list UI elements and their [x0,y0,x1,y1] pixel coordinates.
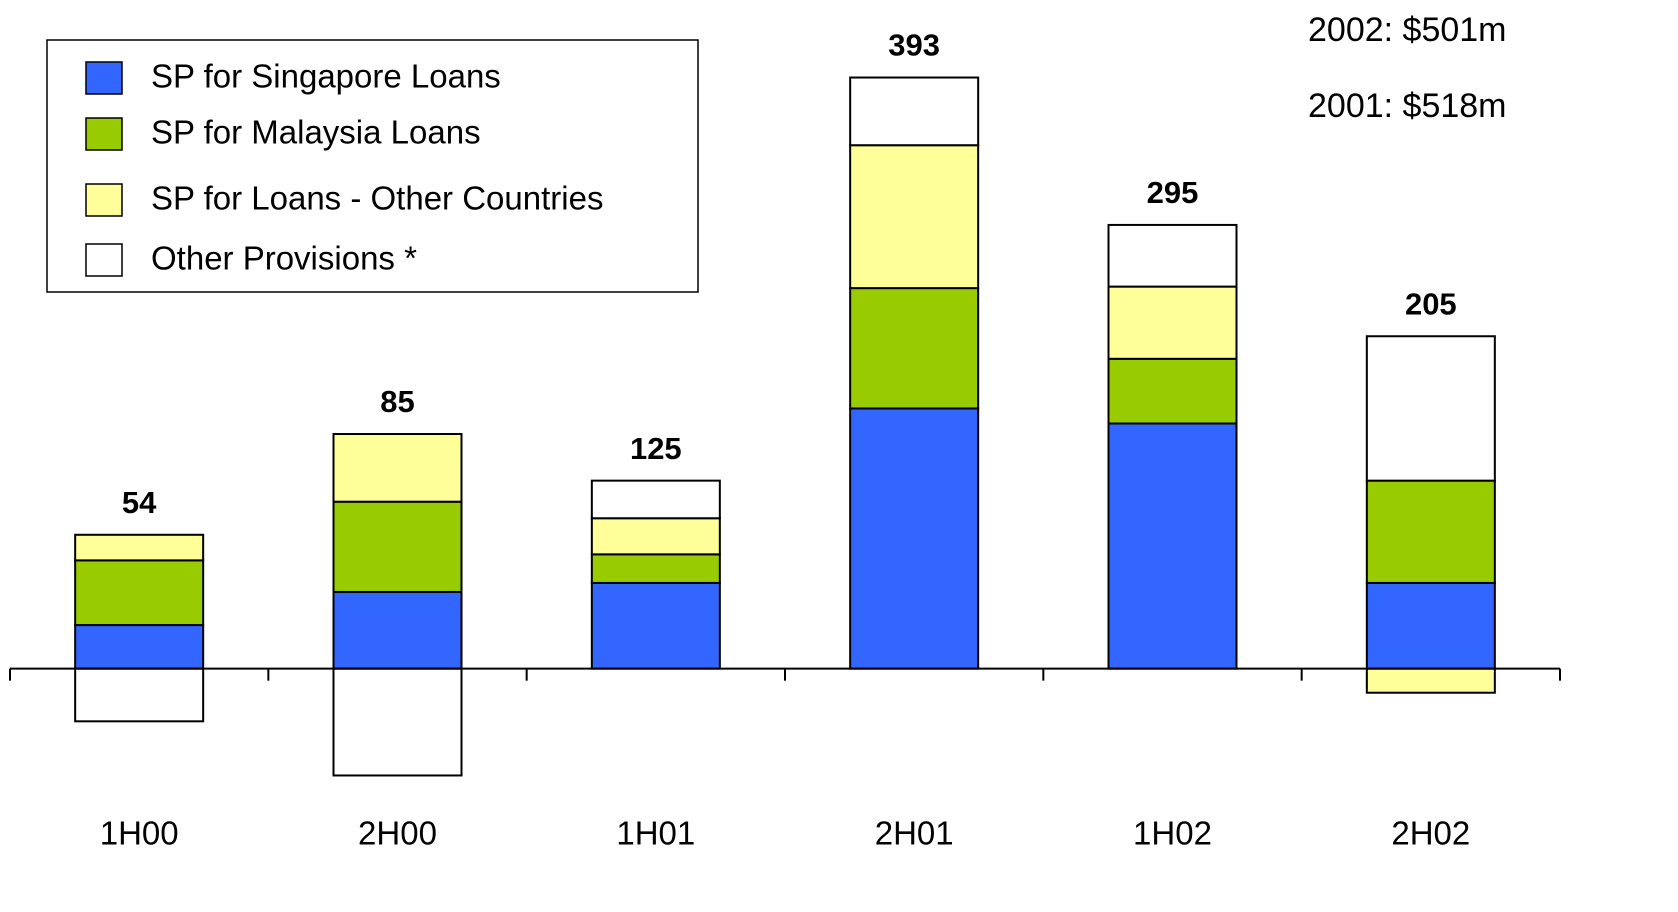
total-label: 125 [630,431,682,466]
bar-segment [590,581,721,670]
x-tick-label: 1H02 [1133,815,1212,852]
annotation: 2001: $518m [1308,87,1507,125]
legend-label: SP for Loans - Other Countries [151,180,603,217]
legend-label: SP for Malaysia Loans [151,114,481,151]
bar-segment [1107,422,1238,670]
bar-segment [74,624,205,670]
total-label: 393 [888,28,940,63]
x-tick-label: 2H01 [875,815,954,852]
legend-swatch [85,61,123,95]
bar-segment [849,287,980,410]
bar-segment [1365,667,1496,694]
bar-segment [74,533,205,562]
bar-segment [1365,581,1496,670]
x-tick-label: 1H01 [616,815,695,852]
total-label: 85 [380,384,414,419]
total-label: 205 [1405,286,1457,321]
legend-label: Other Provisions * [151,240,417,277]
x-tick-label: 2H02 [1391,815,1470,852]
legend-label: SP for Singapore Loans [151,58,501,95]
bar-segment [332,500,463,593]
bar-segment [74,559,205,627]
bar-segment [1107,357,1238,425]
bar-segment [332,667,463,777]
bar-segment [332,590,463,670]
bar-segment [332,433,463,503]
bar-segment [849,144,980,290]
bar-segment [849,407,980,670]
total-label: 54 [122,485,157,520]
legend-swatch [85,243,123,277]
bar-segment [1107,223,1238,288]
annotation: 2002: $501m [1308,11,1507,49]
total-label: 295 [1147,175,1199,210]
legend-box [46,39,699,293]
bar-segment [590,553,721,584]
bar-segment [590,479,721,520]
bar-segment [1365,479,1496,584]
x-tick-label: 2H00 [358,815,437,852]
legend-swatch [85,117,123,151]
bar-segment [74,667,205,723]
bar-segment [590,517,721,556]
bar-segment [849,76,980,147]
legend-swatch [85,183,123,217]
bar-segment [1365,335,1496,482]
x-tick-label: 1H00 [100,815,179,852]
bar-segment [1107,285,1238,360]
